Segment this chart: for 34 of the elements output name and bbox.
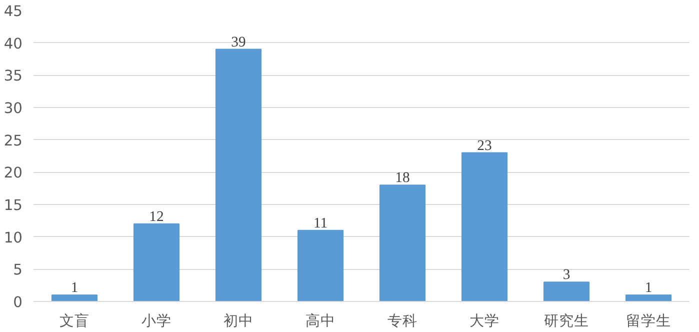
y-tick-label: 15 <box>4 197 23 214</box>
bar <box>543 282 590 302</box>
data-label: 23 <box>477 138 492 154</box>
x-tick-label: 小学 <box>142 312 172 330</box>
y-tick-label: 10 <box>4 229 23 246</box>
bar <box>625 294 672 302</box>
bar <box>297 230 344 302</box>
x-tick-label: 专科 <box>388 312 418 330</box>
data-label: 1 <box>70 280 78 296</box>
y-tick-label: 35 <box>4 68 23 85</box>
data-label: 39 <box>231 34 246 50</box>
bar <box>461 152 508 302</box>
data-label: 1 <box>644 280 652 296</box>
bar <box>215 48 262 302</box>
y-tick-label: 40 <box>4 35 23 52</box>
x-tick-label: 初中 <box>224 312 254 330</box>
data-label: 18 <box>395 170 410 186</box>
x-tick-label: 文盲 <box>60 312 90 330</box>
bar <box>379 184 426 302</box>
data-label: 12 <box>149 208 164 225</box>
bar <box>133 223 180 302</box>
y-tick-label: 5 <box>13 262 23 279</box>
x-tick-label: 研究生 <box>544 312 589 330</box>
bar <box>51 294 98 302</box>
y-tick-label: 30 <box>4 100 23 117</box>
data-label: 3 <box>562 267 570 284</box>
y-tick-label: 45 <box>4 3 23 20</box>
y-tick-label: 25 <box>4 132 23 150</box>
y-tick-label: 20 <box>4 164 23 182</box>
x-tick-label: 大学 <box>470 312 500 330</box>
data-label: 11 <box>313 215 328 232</box>
x-tick-label: 留学生 <box>626 312 671 330</box>
x-tick-label: 高中 <box>306 312 336 330</box>
y-tick-label: 0 <box>13 294 23 311</box>
